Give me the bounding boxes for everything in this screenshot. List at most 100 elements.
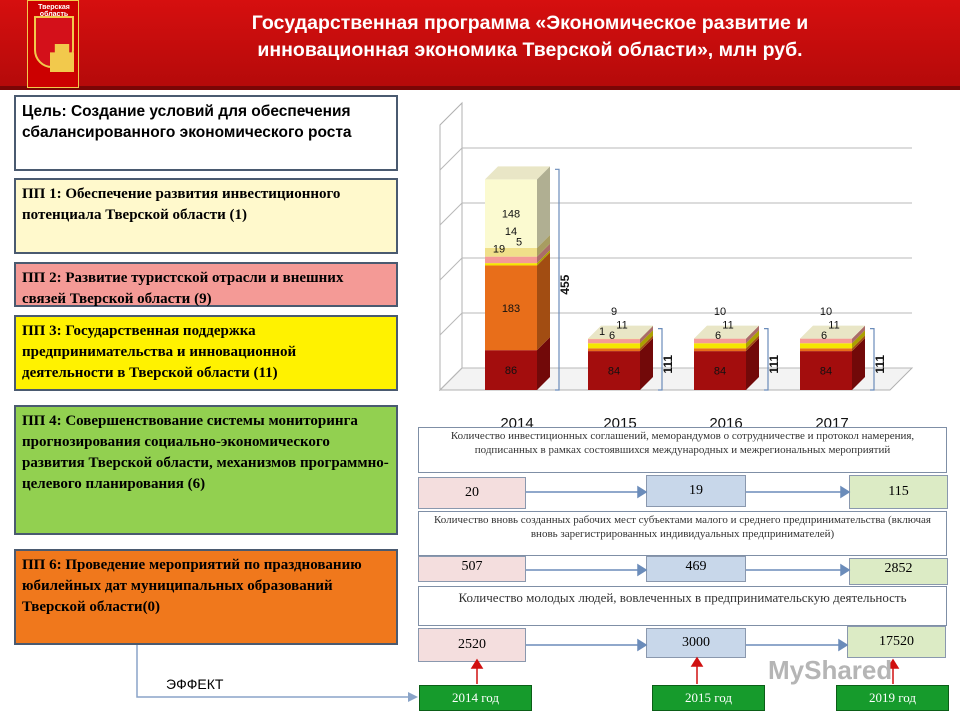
coat-of-arms-icon	[34, 16, 74, 72]
chart-data-label: 84	[608, 366, 620, 378]
chart-total-bracket	[555, 168, 560, 391]
chart-data-label: 10	[714, 306, 726, 318]
chart-bar-segment	[800, 338, 852, 344]
chart-bar-segment	[485, 256, 537, 264]
chart-bar-top	[800, 325, 865, 339]
chart-bar-side	[746, 330, 759, 349]
chart-bar-top	[588, 325, 653, 339]
header-shadow	[0, 86, 960, 90]
chart-bar-segment	[485, 247, 537, 257]
chart-bar-side	[746, 335, 759, 352]
chart-total-label: 111	[767, 355, 781, 374]
goal-box: Цель: Создание условий для обеспечения с…	[14, 95, 398, 171]
chart-bar-side	[746, 338, 759, 390]
subprogram-2: ПП 2: Развитие туристской отрасли и внеш…	[14, 262, 398, 307]
chart-data-label: 11	[828, 319, 839, 331]
indicator-1-value-2014: 20	[418, 477, 526, 509]
chart-bar-side	[852, 338, 865, 390]
subprogram-4: ПП 4: Совершенствование системы монитори…	[14, 405, 398, 535]
chart-data-label: 11	[616, 319, 627, 331]
chart-data-label: 6	[609, 330, 615, 342]
chart-gridline	[439, 202, 912, 226]
subprogram-6: ПП 6: Проведение мероприятий по празднов…	[14, 549, 398, 645]
chart-data-label: 84	[820, 366, 832, 378]
chart-gridline	[439, 312, 912, 336]
indicator-2-value-2015: 469	[646, 556, 746, 582]
indicator-2-value-2019: 2852	[849, 558, 948, 585]
chart-bar-side	[537, 243, 550, 264]
chart-bar-side	[640, 330, 653, 349]
year-2015-box: 2015 год	[652, 685, 765, 711]
chart-data-label: 1	[599, 326, 605, 338]
chart-bar-segment	[485, 179, 537, 248]
chart-bar-segment	[694, 338, 746, 344]
region-label: Тверская область	[38, 4, 70, 18]
chart-bar-segment	[588, 339, 640, 344]
chart-total-label: 455	[558, 274, 572, 294]
chart-bar-side	[537, 250, 550, 266]
indicator-2-value-2014: 507	[418, 556, 526, 582]
chart-data-label: 86	[505, 365, 517, 377]
year-2019-box: 2019 год	[836, 685, 949, 711]
chart-bar-segment	[485, 263, 537, 266]
chart-bar-side	[537, 234, 550, 257]
chart-data-label: 14	[505, 226, 517, 238]
chart-total-label: 111	[661, 355, 675, 374]
chart-bar-side	[852, 335, 865, 352]
indicator-3-value-2014: 2520	[418, 628, 526, 662]
chart-bar-top	[485, 166, 550, 180]
chart-data-label: 6	[715, 330, 721, 342]
chart-bar-segment	[694, 343, 746, 349]
chart-bar-side	[640, 335, 653, 352]
chart-bar-side	[640, 338, 653, 390]
budget-chart: 2014455861835141914820151118461191201611…	[438, 101, 914, 432]
chart-gridline	[439, 367, 912, 391]
watermark: MyShared	[768, 655, 893, 685]
chart-bar-segment	[485, 350, 537, 390]
indicator-3-value-2015: 3000	[646, 628, 746, 658]
chart-bar-segment	[800, 343, 852, 349]
chart-bar-side	[746, 325, 759, 344]
chart-bar-segment	[588, 348, 640, 352]
header-bar	[0, 0, 960, 90]
subprogram-3: ПП 3: Государственная поддержка предприн…	[14, 315, 398, 391]
chart-bar-segment	[800, 348, 852, 352]
chart-bar-segment	[800, 351, 852, 390]
chart-data-label: 84	[714, 366, 726, 378]
effect-label: ЭФФЕКТ	[166, 676, 224, 692]
chart-bar-side	[852, 330, 865, 349]
chart-bar-side	[537, 337, 550, 390]
chart-bar-side	[640, 326, 653, 344]
chart-bar-top	[694, 325, 759, 339]
indicator-1-value-2015: 19	[646, 475, 746, 507]
chart-bar-side	[640, 325, 653, 340]
chart-bars	[485, 166, 865, 390]
indicator-1-label: Количество инвестиционных соглашений, ме…	[418, 427, 947, 473]
indicator-3-value-2019: 17520	[847, 626, 946, 658]
chart-data-label: 11	[722, 319, 733, 331]
chart-bar-side	[537, 166, 550, 248]
chart-total-bracket	[764, 328, 769, 391]
chart-total-label: 111	[873, 355, 887, 374]
chart-labels: 2014455861835141914820151118461191201611…	[493, 168, 887, 432]
year-2014-box: 2014 год	[419, 685, 532, 711]
chart-bar-side	[852, 325, 865, 344]
chart-data-label: 10	[820, 306, 832, 318]
chart-data-label: 5	[516, 236, 522, 248]
chart-total-bracket	[870, 328, 875, 391]
chart-total-bracket	[658, 328, 663, 391]
chart-data-label: 19	[493, 244, 505, 256]
chart-data-label: 148	[502, 209, 520, 221]
chart-data-label: 6	[821, 330, 827, 342]
chart-bar-side	[537, 252, 550, 351]
subprogram-1: ПП 1: Обеспечение развития инвестиционно…	[14, 178, 398, 254]
chart-bar-segment	[588, 343, 640, 349]
indicator-2-label: Количество вновь созданных рабочих мест …	[418, 511, 947, 556]
chart-bar-segment	[485, 265, 537, 351]
chart-gridline	[439, 147, 912, 171]
page-title: Государственная программа «Экономическое…	[251, 12, 809, 61]
chart-data-label: 183	[502, 303, 520, 315]
chart-grid	[438, 101, 914, 392]
